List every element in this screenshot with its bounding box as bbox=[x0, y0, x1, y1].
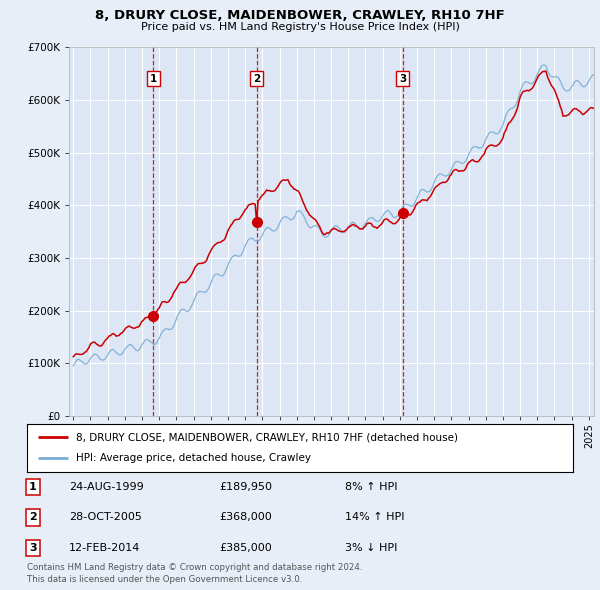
Text: £189,950: £189,950 bbox=[219, 482, 272, 491]
Text: £368,000: £368,000 bbox=[219, 513, 272, 522]
Text: 8% ↑ HPI: 8% ↑ HPI bbox=[345, 482, 398, 491]
Text: 1: 1 bbox=[29, 482, 37, 491]
Text: Contains HM Land Registry data © Crown copyright and database right 2024.: Contains HM Land Registry data © Crown c… bbox=[27, 563, 362, 572]
Text: 12-FEB-2014: 12-FEB-2014 bbox=[69, 543, 140, 553]
Text: Price paid vs. HM Land Registry's House Price Index (HPI): Price paid vs. HM Land Registry's House … bbox=[140, 22, 460, 32]
Text: £385,000: £385,000 bbox=[219, 543, 272, 553]
Text: 24-AUG-1999: 24-AUG-1999 bbox=[69, 482, 144, 491]
Text: 3: 3 bbox=[399, 74, 406, 84]
Text: 28-OCT-2005: 28-OCT-2005 bbox=[69, 513, 142, 522]
Text: HPI: Average price, detached house, Crawley: HPI: Average price, detached house, Craw… bbox=[76, 454, 311, 464]
Text: 2: 2 bbox=[29, 513, 37, 522]
Text: 14% ↑ HPI: 14% ↑ HPI bbox=[345, 513, 404, 522]
Text: 8, DRURY CLOSE, MAIDENBOWER, CRAWLEY, RH10 7HF: 8, DRURY CLOSE, MAIDENBOWER, CRAWLEY, RH… bbox=[95, 9, 505, 22]
Text: 3: 3 bbox=[29, 543, 37, 553]
Text: 2: 2 bbox=[253, 74, 260, 84]
Text: This data is licensed under the Open Government Licence v3.0.: This data is licensed under the Open Gov… bbox=[27, 575, 302, 584]
Text: 1: 1 bbox=[150, 74, 157, 84]
Text: 3% ↓ HPI: 3% ↓ HPI bbox=[345, 543, 397, 553]
Text: 8, DRURY CLOSE, MAIDENBOWER, CRAWLEY, RH10 7HF (detached house): 8, DRURY CLOSE, MAIDENBOWER, CRAWLEY, RH… bbox=[76, 432, 458, 442]
